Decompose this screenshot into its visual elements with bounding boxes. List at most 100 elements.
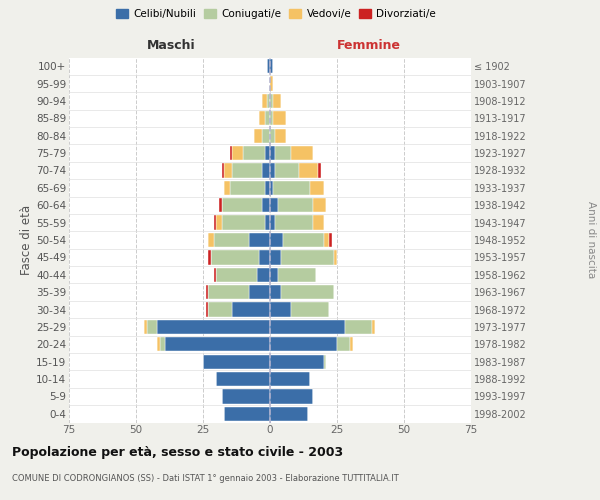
Bar xyxy=(265,146,270,160)
Y-axis label: Fasce di età: Fasce di età xyxy=(20,205,33,275)
Bar xyxy=(270,320,345,334)
Bar xyxy=(222,216,265,230)
Bar xyxy=(270,390,313,404)
Bar xyxy=(232,146,243,160)
Bar xyxy=(243,146,265,160)
Bar xyxy=(270,94,272,108)
Bar xyxy=(272,111,286,126)
Bar xyxy=(270,302,292,316)
Bar xyxy=(270,268,278,282)
Bar xyxy=(262,164,270,177)
Bar xyxy=(157,337,160,351)
Bar xyxy=(265,216,270,230)
Bar xyxy=(345,320,372,334)
Bar xyxy=(262,128,270,143)
Bar xyxy=(270,76,272,90)
Bar xyxy=(350,337,353,351)
Bar xyxy=(222,198,262,212)
Bar xyxy=(224,180,230,195)
Bar xyxy=(222,390,270,404)
Bar xyxy=(214,216,217,230)
Text: Femmine: Femmine xyxy=(337,40,401,52)
Bar xyxy=(232,302,270,316)
Bar xyxy=(265,180,270,195)
Bar xyxy=(144,320,147,334)
Bar xyxy=(270,406,308,421)
Bar xyxy=(270,128,275,143)
Bar xyxy=(262,198,270,212)
Bar xyxy=(203,354,270,369)
Bar xyxy=(272,180,310,195)
Bar xyxy=(270,198,278,212)
Bar xyxy=(230,146,232,160)
Bar xyxy=(270,354,323,369)
Bar xyxy=(283,233,323,247)
Bar xyxy=(157,320,270,334)
Bar xyxy=(272,94,281,108)
Bar xyxy=(275,216,313,230)
Bar xyxy=(259,111,265,126)
Bar xyxy=(313,198,326,212)
Legend: Celibi/Nubili, Coniugati/e, Vedovi/e, Divorziati/e: Celibi/Nubili, Coniugati/e, Vedovi/e, Di… xyxy=(112,5,440,24)
Bar xyxy=(270,337,337,351)
Bar xyxy=(310,180,323,195)
Bar xyxy=(160,337,166,351)
Bar xyxy=(275,146,292,160)
Bar xyxy=(292,146,313,160)
Bar xyxy=(337,337,350,351)
Bar xyxy=(248,233,270,247)
Bar xyxy=(257,268,270,282)
Bar xyxy=(147,320,157,334)
Text: Maschi: Maschi xyxy=(146,40,195,52)
Bar xyxy=(166,337,270,351)
Bar xyxy=(217,216,222,230)
Text: COMUNE DI CODRONGIANOS (SS) - Dati ISTAT 1° gennaio 2003 - Elaborazione TUTTITAL: COMUNE DI CODRONGIANOS (SS) - Dati ISTAT… xyxy=(12,474,399,483)
Bar xyxy=(270,233,283,247)
Bar xyxy=(217,268,257,282)
Bar xyxy=(232,164,262,177)
Bar xyxy=(270,164,275,177)
Bar xyxy=(275,164,299,177)
Bar xyxy=(211,250,259,264)
Bar xyxy=(270,111,272,126)
Bar xyxy=(208,233,214,247)
Bar xyxy=(230,180,265,195)
Bar xyxy=(208,250,211,264)
Bar xyxy=(299,164,318,177)
Bar xyxy=(214,268,217,282)
Bar xyxy=(292,302,329,316)
Bar xyxy=(323,233,329,247)
Bar xyxy=(323,354,326,369)
Bar xyxy=(318,164,321,177)
Bar xyxy=(275,128,286,143)
Bar xyxy=(268,59,270,74)
Bar xyxy=(206,302,208,316)
Bar xyxy=(270,216,275,230)
Bar xyxy=(334,250,337,264)
Bar xyxy=(270,285,281,300)
Bar xyxy=(278,198,313,212)
Bar xyxy=(222,164,224,177)
Bar xyxy=(224,406,270,421)
Bar xyxy=(278,268,316,282)
Bar xyxy=(262,94,268,108)
Bar xyxy=(313,216,323,230)
Bar xyxy=(214,233,248,247)
Bar xyxy=(270,372,310,386)
Bar xyxy=(281,285,334,300)
Bar xyxy=(270,59,272,74)
Bar xyxy=(372,320,374,334)
Bar xyxy=(259,250,270,264)
Bar xyxy=(208,285,248,300)
Text: Popolazione per età, sesso e stato civile - 2003: Popolazione per età, sesso e stato civil… xyxy=(12,446,343,459)
Bar xyxy=(224,164,232,177)
Bar xyxy=(270,180,272,195)
Y-axis label: Anni di nascita: Anni di nascita xyxy=(586,202,596,278)
Bar xyxy=(217,372,270,386)
Bar xyxy=(270,250,281,264)
Bar xyxy=(206,285,208,300)
Bar xyxy=(265,111,270,126)
Bar xyxy=(329,233,332,247)
Bar xyxy=(219,198,222,212)
Bar xyxy=(270,146,275,160)
